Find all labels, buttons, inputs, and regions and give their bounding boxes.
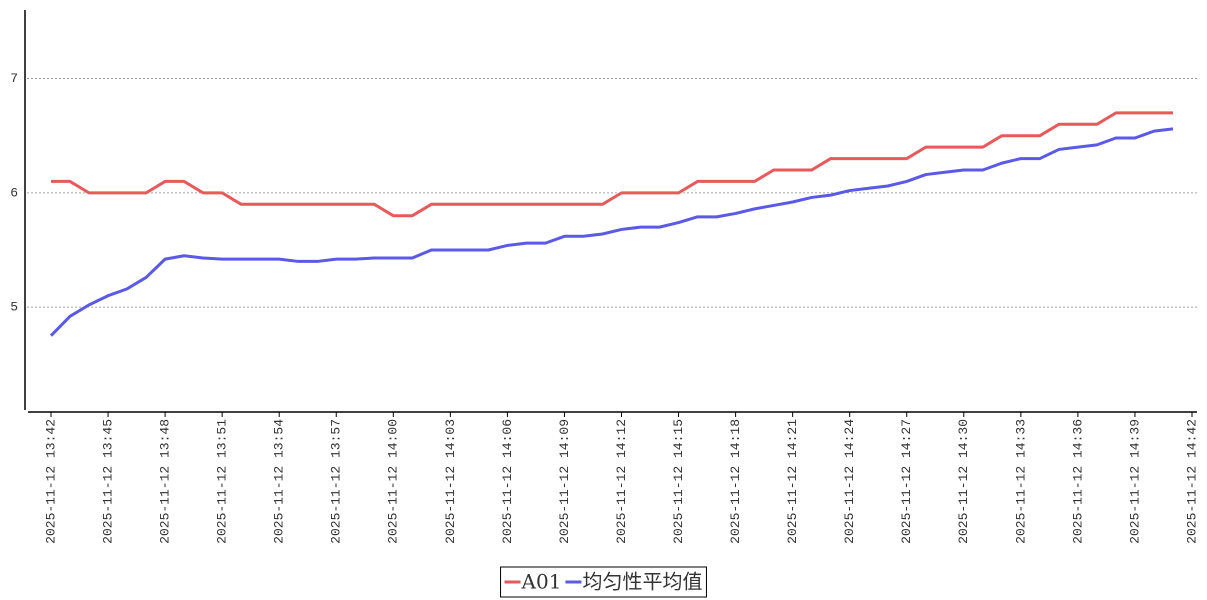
x-tick-label: 2025-11-12 14:30 bbox=[956, 419, 971, 544]
x-tick-label: 2025-11-12 13:42 bbox=[43, 419, 58, 544]
x-tick-label: 2025-11-12 14:27 bbox=[899, 419, 914, 544]
x-tick-label: 2025-11-12 14:36 bbox=[1070, 419, 1085, 544]
y-tick-label: 6 bbox=[10, 185, 18, 200]
x-tick-label: 2025-11-12 14:21 bbox=[785, 419, 800, 544]
x-tick-label: 2025-11-12 14:33 bbox=[1013, 419, 1028, 544]
x-tick-label: 2025-11-12 13:48 bbox=[158, 419, 173, 544]
x-tick-label: 2025-11-12 14:12 bbox=[614, 419, 629, 544]
legend-box bbox=[500, 566, 707, 598]
x-tick-label: 2025-11-12 13:57 bbox=[329, 419, 344, 544]
legend: A01 均匀性平均值 bbox=[500, 566, 707, 598]
legend-label: 均匀性平均值 bbox=[582, 570, 702, 594]
x-tick-label: 2025-11-12 14:00 bbox=[386, 419, 401, 544]
x-tick-label: 2025-11-12 14:39 bbox=[1127, 419, 1142, 544]
series-line bbox=[51, 111, 1173, 218]
series-line bbox=[49, 127, 1174, 337]
x-tick-label: 2025-11-12 14:06 bbox=[500, 419, 515, 544]
x-tick-label: 2025-11-12 14:18 bbox=[728, 419, 743, 544]
y-tick-label: 5 bbox=[10, 300, 18, 315]
x-tick-label: 2025-11-12 14:42 bbox=[1184, 419, 1199, 544]
legend-label: A01 bbox=[521, 570, 562, 594]
x-tick-label: 2025-11-12 14:24 bbox=[842, 419, 857, 544]
x-tick-label: 2025-11-12 14:09 bbox=[557, 419, 572, 544]
x-tick-label: 2025-11-12 14:03 bbox=[443, 419, 458, 544]
x-tick-label: 2025-11-12 13:45 bbox=[100, 419, 115, 544]
y-tick-label: 7 bbox=[10, 71, 18, 86]
x-tick-label: 2025-11-12 14:15 bbox=[671, 419, 686, 544]
x-tick-label: 2025-11-12 13:54 bbox=[272, 419, 287, 544]
x-tick-label: 2025-11-12 13:51 bbox=[215, 419, 230, 544]
